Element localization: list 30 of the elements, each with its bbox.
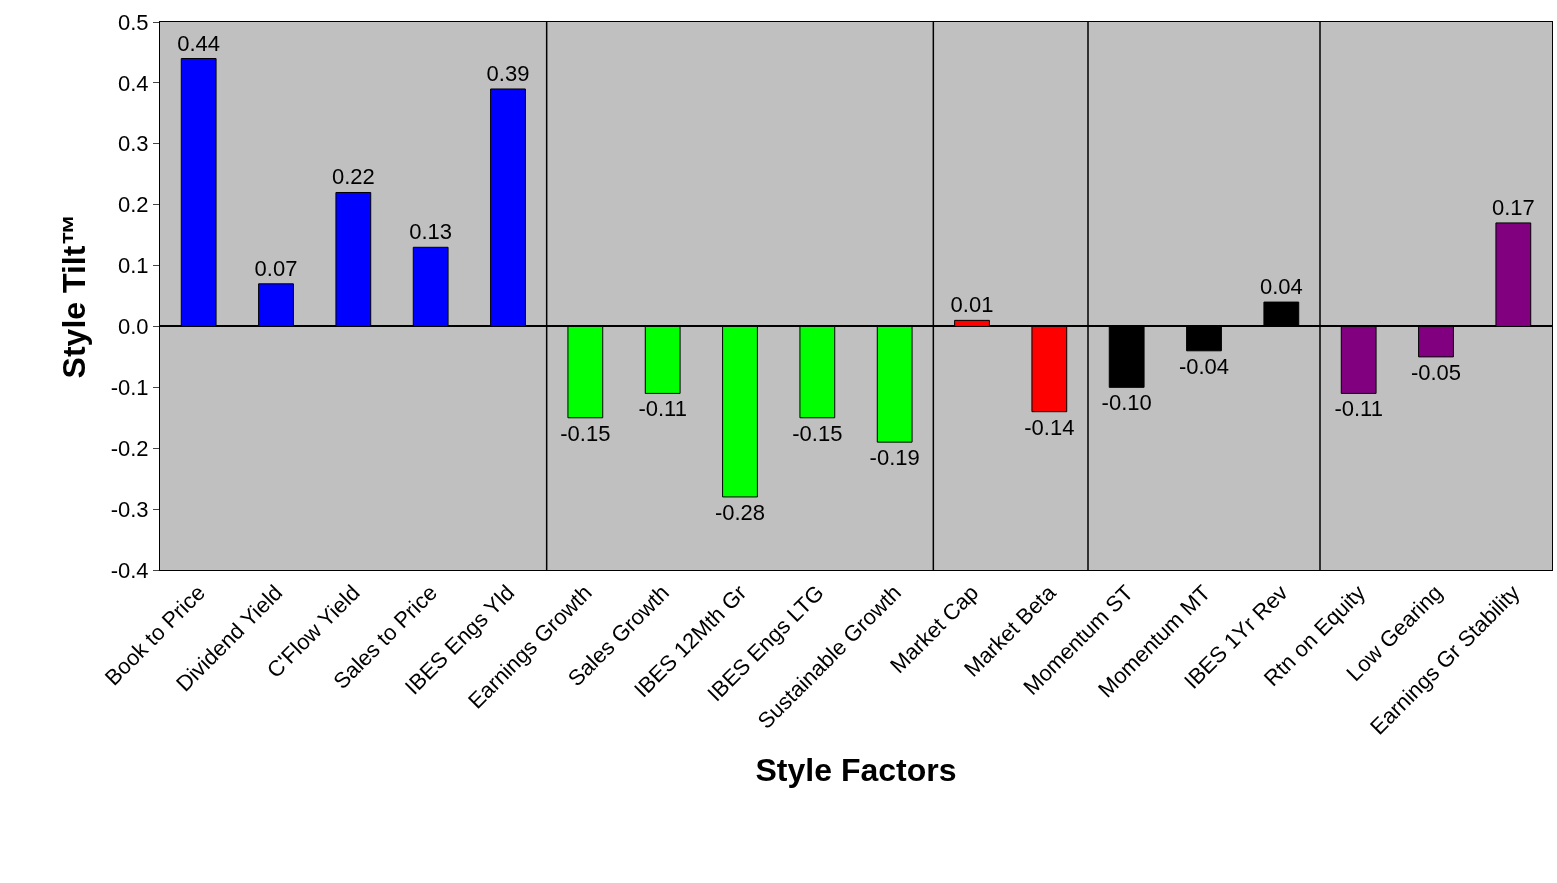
data-label: 0.07 [254,255,298,281]
data-label: 0.17 [1491,194,1535,220]
data-label: -0.28 [714,499,766,525]
data-label: 0.04 [1259,274,1303,300]
data-label: -0.14 [1024,414,1075,440]
data-label: -0.05 [1410,359,1462,385]
data-label: -0.19 [869,445,920,471]
data-label: -0.04 [1178,353,1230,379]
y-tick-label: 0.0 [118,314,149,340]
data-label: 0.22 [331,164,375,190]
y-tick-label: -0.2 [110,435,149,461]
data-label: 0.13 [409,219,453,245]
data-label: -0.11 [1334,396,1383,422]
y-tick-label: -0.1 [110,375,149,401]
y-tick-label: 0.2 [118,192,149,218]
y-tick-label: 0.5 [118,9,149,35]
data-label: -0.15 [792,420,843,446]
x-axis-title: Style Factors [755,752,957,789]
y-tick-label: -0.3 [110,496,149,522]
y-tick-label: -0.4 [110,557,149,583]
data-label: 0.01 [950,292,994,318]
data-label: 0.44 [177,30,221,56]
data-label: -0.11 [638,396,687,422]
data-label: -0.10 [1101,390,1152,416]
data-label: 0.39 [486,60,530,86]
y-tick-label: 0.4 [118,70,149,96]
y-tick-label: 0.1 [118,253,149,279]
y-axis-title: Style Tilt™ [55,213,92,379]
y-tick-label: 0.3 [118,131,149,157]
data-label: -0.15 [560,420,611,446]
